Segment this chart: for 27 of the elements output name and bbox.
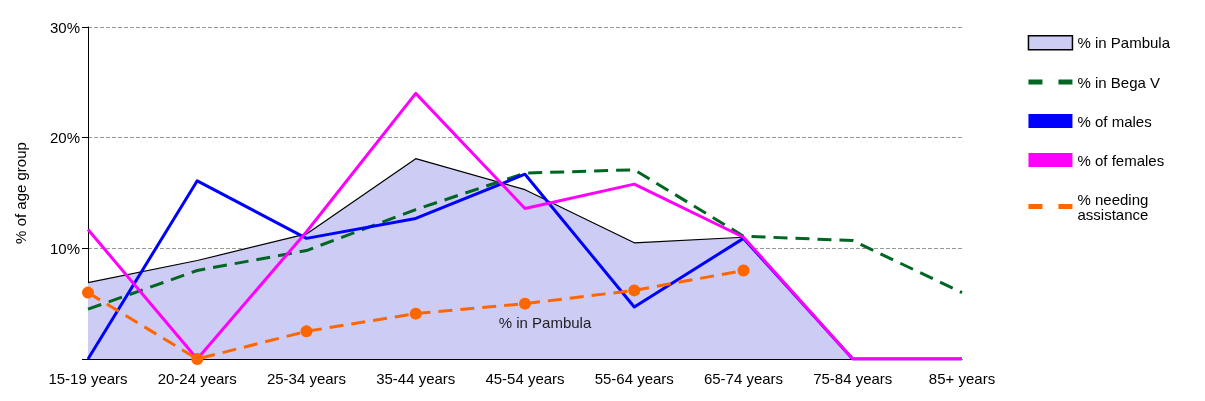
annotation: % in Pambula: [498, 313, 592, 331]
y-tick-label: 30%: [49, 18, 80, 36]
legend-label: % in Bega V: [1077, 73, 1161, 91]
point: [409, 307, 422, 320]
legend-label: % of males: [1077, 112, 1152, 130]
point: [191, 353, 204, 365]
line-series: [86, 168, 964, 311]
y-tick-label: 10%: [49, 239, 80, 257]
point: [519, 297, 531, 310]
point: [300, 325, 313, 338]
y-axis-title: % of age group: [12, 142, 29, 244]
x-tick-label: 35-44 years: [376, 370, 456, 387]
point: [737, 264, 750, 277]
y-tick-label: 20%: [49, 129, 80, 147]
point: [628, 284, 641, 297]
point: [82, 286, 94, 299]
x-tick-label: 85+ years: [928, 370, 996, 387]
x-tick-label: 15-19 years: [48, 370, 128, 387]
x-tick-label: 20-24 years: [157, 370, 237, 387]
legend-label: % in Pambula: [1077, 34, 1171, 52]
x-tick-label: 65-74 years: [703, 370, 784, 387]
legend-label: % needing assistance: [1077, 190, 1153, 223]
x-tick-label: 45-54 years: [485, 370, 565, 387]
x-tick-label: 55-64 years: [594, 370, 674, 387]
legend-label: % of females: [1077, 151, 1165, 169]
x-tick-label: 25-34 years: [266, 370, 347, 387]
x-tick-label: 75-84 years: [813, 370, 893, 387]
